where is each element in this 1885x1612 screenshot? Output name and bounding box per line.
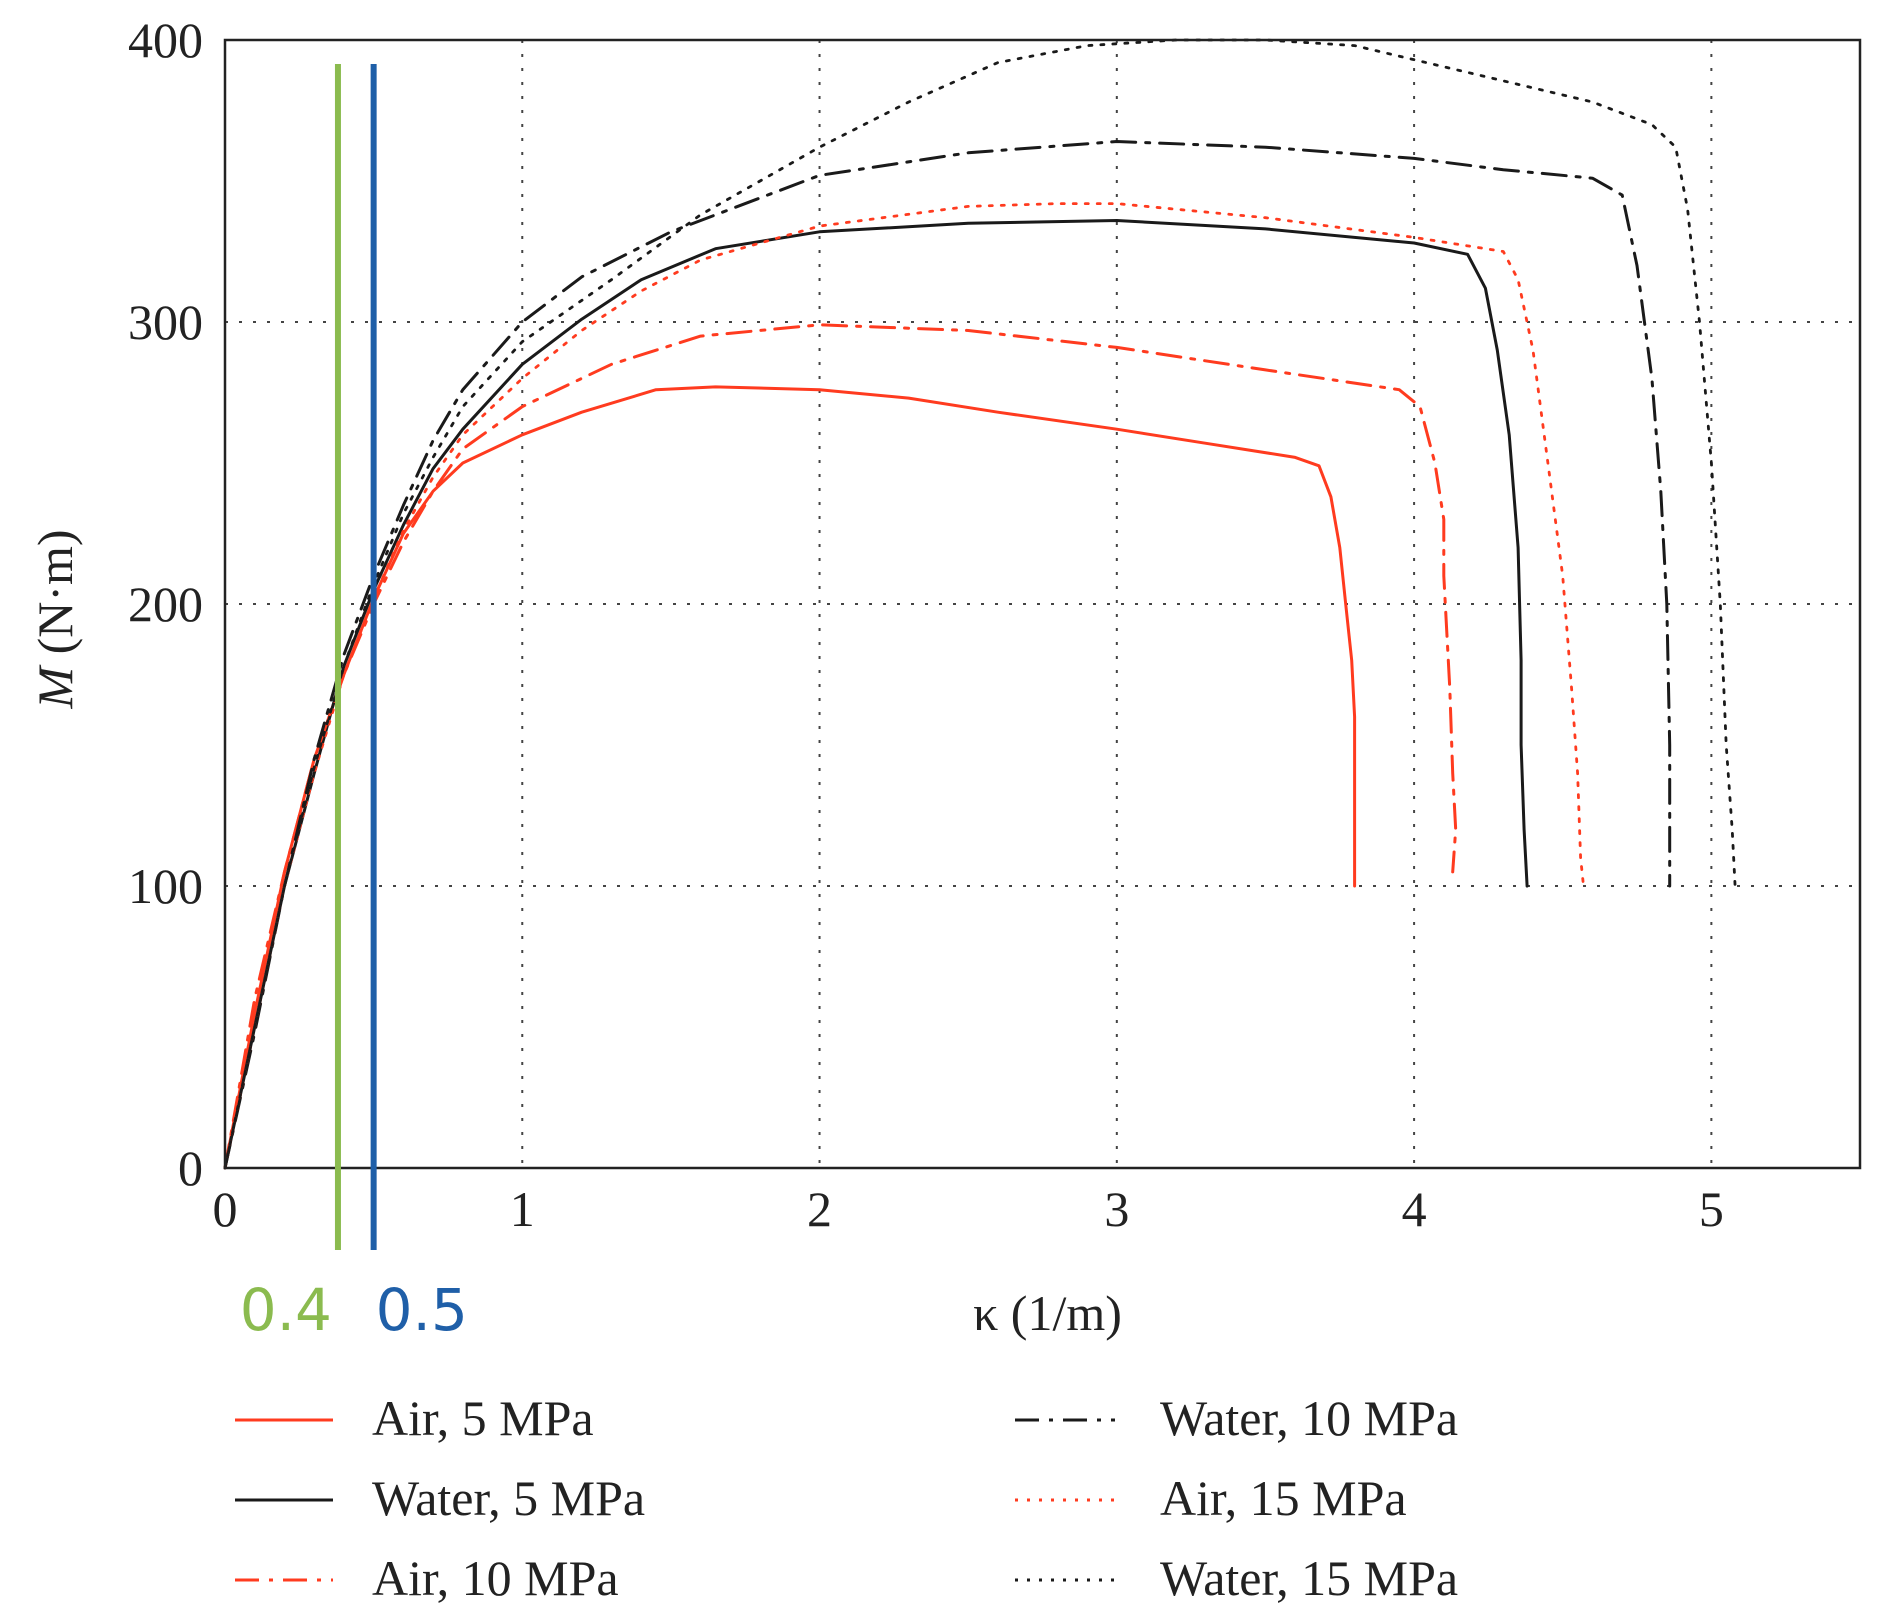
y-axis-unit: (N·m)	[27, 529, 83, 666]
reference-lines: 0.4 0.5	[240, 64, 468, 1344]
series-line-5	[223, 202, 1585, 1170]
legend-label: Water, 15 MPa	[1160, 1550, 1458, 1606]
series-lines	[223, 38, 1737, 1170]
grid-lines	[225, 39, 1860, 1168]
x-tick-label: 2	[807, 1181, 832, 1237]
y-tick-labels: 0 100 200 300 400	[128, 12, 203, 1196]
legend-label: Water, 5 MPa	[372, 1470, 645, 1526]
x-tick-label: 0	[213, 1181, 238, 1237]
legend-label: Air, 5 MPa	[372, 1390, 594, 1446]
series-line-6	[223, 38, 1737, 1170]
series-line-4	[223, 140, 1672, 1170]
x-tick-label: 1	[510, 1181, 535, 1237]
x-tick-label: 4	[1402, 1181, 1427, 1237]
y-tick-label: 200	[128, 576, 203, 632]
y-tick-label: 400	[128, 12, 203, 68]
series-line-2	[223, 219, 1529, 1170]
y-tick-label: 0	[178, 1140, 203, 1196]
x-axis-title: κ (1/m)	[973, 1285, 1122, 1341]
x-tick-label: 5	[1699, 1181, 1724, 1237]
x-tick-label: 3	[1104, 1181, 1129, 1237]
legend-label: Air, 10 MPa	[372, 1550, 619, 1606]
x-tick-labels: 0 1 2 3 4 5	[213, 1181, 1724, 1237]
y-tick-label: 300	[128, 294, 203, 350]
legend: Air, 5 MPa Water, 5 MPa Air, 10 MPa Water, …	[235, 1390, 1458, 1606]
series-line-1	[223, 385, 1357, 1170]
reference-line-label: 0.5	[376, 1276, 468, 1344]
plot-frame	[223, 38, 1862, 1170]
reference-line-label: 0.4	[240, 1276, 332, 1344]
y-axis-title: M (N·m)	[27, 529, 83, 709]
y-axis-symbol: M	[27, 665, 83, 710]
legend-label: Water, 10 MPa	[1160, 1390, 1458, 1446]
series-line-3	[223, 323, 1458, 1170]
y-tick-label: 100	[128, 858, 203, 914]
legend-label: Air, 15 MPa	[1160, 1470, 1407, 1526]
